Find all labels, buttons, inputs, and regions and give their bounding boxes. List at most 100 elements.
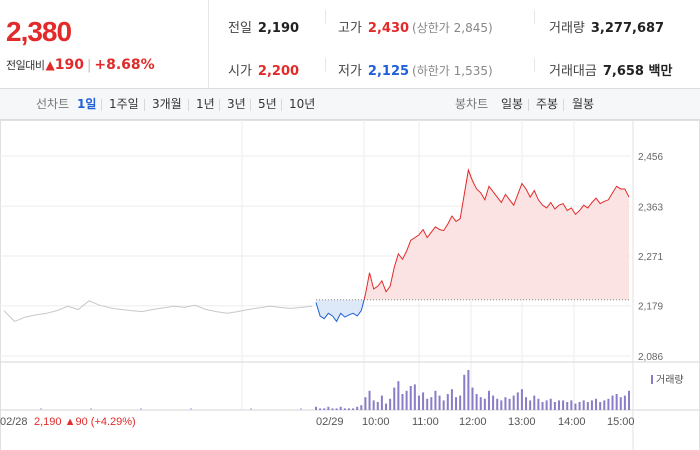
volume-bar: [525, 397, 528, 410]
volume-bar: [566, 402, 569, 410]
volume-bar: [459, 395, 462, 410]
volume-legend: 거래량: [656, 374, 684, 386]
divider: [325, 58, 326, 72]
volume-bar: [603, 400, 606, 410]
tab-1year[interactable]: 1년: [196, 97, 215, 111]
change-line: 전일대비▲190 | +8.68%: [6, 54, 155, 73]
tab-3month[interactable]: 3개월: [152, 97, 182, 111]
volume-bar: [389, 398, 392, 410]
volume-bar: [545, 400, 548, 410]
x-tick-label: 02/29: [316, 416, 344, 428]
volume-bar: [380, 395, 383, 410]
prev-day-arrow: ▲: [65, 416, 76, 428]
volume-bar: [401, 394, 404, 410]
volume-bar: [590, 400, 593, 410]
divider: [188, 99, 189, 111]
stat-label: 고가: [338, 21, 362, 36]
lower-limit: (하한가 1,535): [412, 64, 493, 78]
stat-low: 저가 2,125 (하한가 1,535): [338, 60, 493, 79]
divider: [563, 99, 564, 111]
x-tick-label: 14:00: [558, 416, 586, 428]
stat-value: 2,200: [257, 64, 300, 79]
stat-volume: 거래량 3,277,687: [549, 17, 664, 36]
volume-bar: [619, 397, 622, 410]
volume-bar: [393, 387, 396, 410]
volume-bar: [422, 392, 425, 410]
volume-bar: [140, 408, 142, 410]
volume-bar: [487, 390, 490, 410]
volume-legend-swatch: [651, 375, 653, 384]
volume-bar: [409, 386, 412, 410]
tab-1day[interactable]: 1일: [77, 97, 97, 111]
volume-bar: [442, 400, 445, 410]
chart-canvas[interactable]: 거래량 2,456 2,363 2,271 2,179 2,086 02/28 02/29 1…: [0, 120, 700, 450]
tab-monthly[interactable]: 월봉: [572, 97, 595, 111]
volume-bar: [352, 408, 355, 410]
x-tick-label: 02/28: [0, 416, 28, 428]
volume-bar: [356, 406, 359, 410]
volume-bar: [496, 398, 499, 410]
volume-bar: [385, 403, 388, 410]
stat-label: 거래대금: [549, 64, 597, 79]
y-tick-label: 2,363: [638, 202, 663, 213]
volume-bar: [595, 398, 598, 410]
volume-bar: [347, 408, 350, 410]
volume-bar: [360, 405, 363, 410]
candle-chart-label: 봉차트: [455, 97, 489, 111]
volume-bar: [339, 406, 342, 410]
y-tick-label: 2,271: [638, 252, 663, 263]
volume-bar: [426, 398, 429, 410]
stat-value: 2,125: [367, 64, 410, 79]
y-tick-label: 2,456: [638, 152, 663, 163]
volume-bar: [586, 402, 589, 410]
volume-bar: [376, 402, 379, 410]
stat-value: 3,277,687: [590, 21, 665, 36]
change-label: 전일대비: [6, 59, 45, 72]
volume-bar: [446, 394, 449, 410]
tab-1week[interactable]: 1주일: [109, 97, 139, 111]
volume-bar: [623, 395, 626, 410]
tab-weekly[interactable]: 주봉: [536, 97, 559, 111]
tab-daily[interactable]: 일봉: [501, 97, 524, 111]
tab-5year[interactable]: 5년: [258, 97, 277, 111]
volume-bar: [615, 394, 618, 410]
volume-bar: [40, 408, 42, 410]
x-tick-label: 10:00: [362, 416, 390, 428]
volume-bar: [323, 408, 326, 410]
volume-bar: [467, 370, 470, 410]
x-tick-label: 15:00: [607, 416, 635, 428]
volume-bar: [557, 400, 560, 410]
volume-bar: [504, 397, 507, 410]
volume-bar: [417, 395, 420, 410]
price-chart[interactable]: 거래량 2,456 2,363 2,271 2,179 2,086 02/28 02/29 1…: [0, 120, 700, 450]
volume-bar: [335, 408, 338, 410]
volume-bar: [343, 408, 346, 410]
divider: [219, 99, 220, 111]
volume-bar: [364, 397, 367, 410]
divider: [534, 10, 535, 24]
up-area-fill: [364, 170, 629, 300]
change-percent: +8.68%: [94, 57, 155, 73]
prev-day-pct: (+4.29%): [91, 416, 136, 428]
y-tick-label: 2,086: [638, 352, 663, 363]
stat-label: 저가: [338, 64, 362, 79]
volume-bar: [434, 390, 437, 410]
volume-bar: [475, 394, 478, 410]
current-price: 2,380: [6, 16, 72, 47]
divider: [144, 99, 145, 111]
volume-bar: [611, 395, 614, 410]
up-arrow-icon: ▲: [45, 58, 55, 72]
volume-bar: [90, 408, 92, 410]
tab-10year[interactable]: 10년: [289, 97, 316, 111]
stat-label: 시가: [228, 64, 252, 79]
volume-bar: [319, 408, 322, 410]
volume-bar: [405, 390, 408, 410]
volume-bar: [438, 395, 441, 410]
volume-bar: [529, 400, 532, 410]
down-area-fill: [316, 299, 629, 322]
stat-label: 거래량: [549, 21, 585, 36]
volume-bar: [368, 390, 371, 410]
tab-3year[interactable]: 3년: [227, 97, 246, 111]
x-tick-label: 13:00: [508, 416, 536, 428]
x-tick-label: 12:00: [459, 416, 487, 428]
